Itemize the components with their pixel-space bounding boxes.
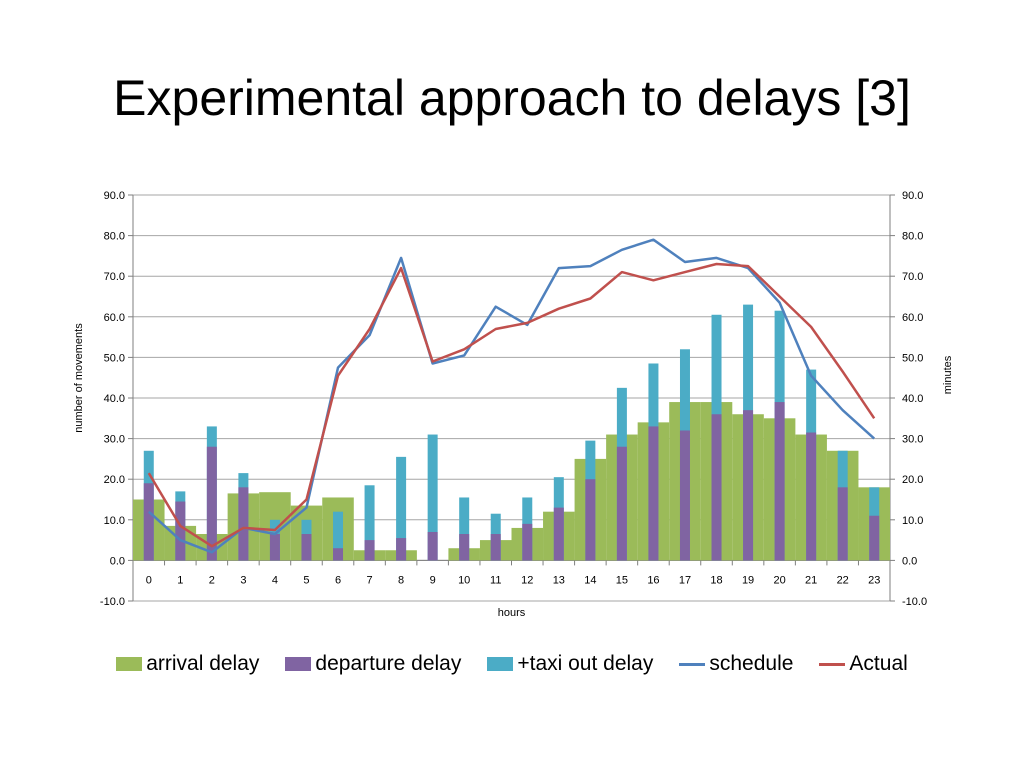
departure-delay-bar [364,540,375,561]
x-tick-label: 6 [335,574,341,586]
legend-item-actual: Actual [819,652,908,676]
slide-title: Experimental approach to delays [3] [113,70,911,126]
x-tick-label: 16 [647,574,659,586]
y-axis-title-left: number of movements [73,323,85,433]
x-tick-label: 0 [146,574,152,586]
y-tick-label-right: 40.0 [902,393,923,405]
y-tick-label-left: 40.0 [104,393,125,405]
x-tick-label: 19 [742,574,754,586]
x-tick-label: 9 [430,574,436,586]
x-tick-label: 10 [458,574,470,586]
departure-delay-bar [837,487,848,561]
departure-delay-bar [206,446,217,561]
taxi-out-delay-bar [333,511,344,561]
y-tick-label-right: 10.0 [902,515,923,527]
departure-delay-bar [427,531,438,561]
y-tick-label-right: 60.0 [902,312,923,324]
x-tick-label: 21 [805,574,817,586]
departure-delay-bar [522,523,533,561]
y-tick-label-right: 30.0 [902,434,923,446]
departure-delay-bar [333,548,344,561]
departure-delay-bar [679,430,690,561]
y-tick-label-right: 90.0 [902,190,923,202]
x-tick-label: 3 [240,574,246,586]
x-tick-label: 1 [177,574,183,586]
y-tick-label-left: -10.0 [100,596,125,608]
legend-label-schedule: schedule [709,652,794,675]
y-tick-label-right: 80.0 [902,231,923,243]
legend-swatch-taxi [487,657,514,671]
y-tick-label-right: 0.0 [902,555,917,567]
y-tick-label-right: -10.0 [902,596,927,608]
y-tick-label-left: 90.0 [104,190,125,202]
departure-delay-bar [459,534,470,561]
departure-delay-bar [869,515,880,561]
departure-delay-bar [396,538,407,561]
legend-label-arrival: arrival delay [146,652,260,675]
y-tick-label-left: 50.0 [104,352,125,364]
x-tick-label: 17 [679,574,691,586]
x-axis-title: hours [498,607,526,619]
x-tick-label: 15 [616,574,628,586]
departure-delay-bar [743,410,754,561]
y-tick-label-left: 0.0 [110,555,125,567]
legend-swatch-arrival [116,657,143,671]
x-tick-label: 4 [272,574,278,586]
legend-label-taxi: +taxi out delay [517,652,654,675]
legend-swatch-schedule [679,662,706,666]
x-tick-label: 12 [521,574,533,586]
departure-delay-bar [238,487,249,561]
x-tick-label: 8 [398,574,404,586]
chart-legend: arrival delay departure delay +taxi out … [0,652,1024,676]
x-tick-label: 13 [553,574,565,586]
x-tick-label: 5 [303,574,309,586]
departure-delay-bar [143,483,154,561]
y-tick-label-left: 70.0 [104,271,125,283]
y-tick-label-right: 70.0 [902,271,923,283]
legend-item-departure: departure delay [285,652,461,676]
legend-swatch-departure [285,657,312,671]
x-tick-label: 7 [367,574,373,586]
taxi-out-delay-bar [396,456,407,561]
departure-delay-bar [175,501,186,561]
x-tick-label: 20 [773,574,785,586]
legend-item-taxi: +taxi out delay [487,652,653,676]
departure-delay-bar [585,479,596,561]
taxi-out-delay-bar [364,485,375,561]
taxi-out-delay-bar [459,497,470,561]
x-tick-label: 22 [837,574,849,586]
delay-chart: -10.0 -10.0 0.0 0.0 10.0 10.0 20.0 20.0 30.0 30.0… [73,190,954,619]
departure-delay-bar [616,446,627,561]
y-tick-label-left: 60.0 [104,312,125,324]
y-tick-label-left: 10.0 [104,515,125,527]
legend-label-actual: Actual [849,652,908,675]
departure-delay-bar [301,534,312,561]
y-tick-label-right: 50.0 [902,352,923,364]
departure-delay-bar [806,432,817,561]
y-tick-label-right: 20.0 [902,474,923,486]
departure-delay-bar [490,534,501,561]
y-axis-title-right: minutes [942,355,954,394]
actual-line [147,262,876,548]
departure-delay-bar [269,534,280,561]
departure-delay-bar [711,414,722,561]
legend-item-arrival: arrival delay [116,652,259,676]
x-tick-label: 11 [490,574,501,586]
legend-label-departure: departure delay [315,652,462,675]
departure-delay-bar [774,402,785,561]
taxi-out-delay-bar [427,434,438,561]
y-tick-label-left: 80.0 [104,231,125,243]
y-tick-label-left: 30.0 [104,434,125,446]
legend-item-schedule: schedule [679,652,793,676]
departure-delay-bar [648,426,659,561]
legend-swatch-actual [819,662,846,666]
y-tick-label-left: 20.0 [104,474,125,486]
x-tick-label: 2 [209,574,215,586]
x-tick-label: 14 [584,574,596,586]
x-tick-label: 23 [868,574,880,586]
schedule-line [147,238,876,554]
x-tick-label: 18 [710,574,722,586]
departure-delay-bar [553,507,564,561]
